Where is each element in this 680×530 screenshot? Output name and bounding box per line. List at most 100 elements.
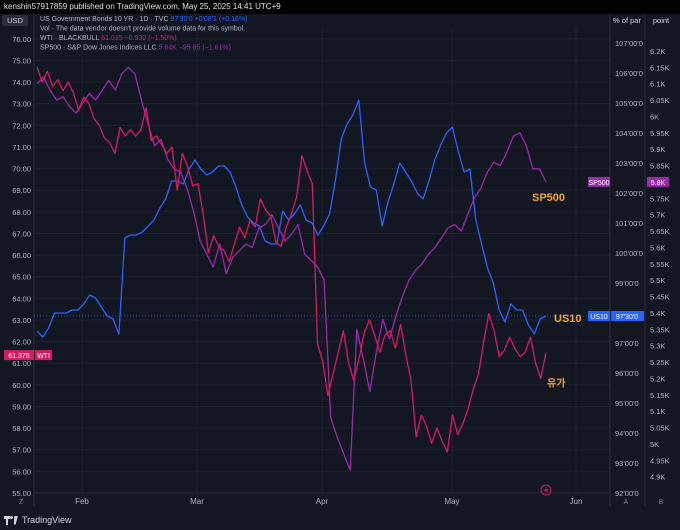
left-tick-label: 69.00 (12, 186, 31, 195)
left-tick-label: 58.00 (12, 424, 31, 433)
left-tick-label: 74.00 (12, 78, 31, 87)
legend[interactable]: US Government Bonds 10 YR · 1D · TVC 97'… (40, 16, 247, 52)
sp500-value-tag (647, 176, 669, 187)
point-tick-label: 6.15K (650, 63, 670, 72)
point-tick-label: 5.95K (650, 129, 670, 138)
pct-tick-label: 107'00'0 (615, 39, 643, 48)
point-tick-label: 4.9K (650, 473, 665, 482)
pct-tick-label: 102'00'0 (615, 189, 643, 198)
legend-name: US Government Bonds 10 YR · 1D · TVC (40, 16, 170, 23)
pct-tick-label: 93'00'0 (615, 459, 639, 468)
time-axis-settings-icon: Z (19, 499, 24, 506)
footer (0, 512, 680, 530)
point-tick-label: 5.5K (650, 276, 665, 285)
us10-value-tag-label: 97'30'0 (616, 314, 638, 321)
axis-frames (0, 14, 646, 512)
wti-name-tag-label: WTI (37, 353, 50, 360)
us10-annotation: US10 (554, 313, 582, 325)
lightning-icon (544, 486, 549, 494)
pct-axis: 107'00'0 106'00'0 105'00'0 104'00'0 103'00'0… (615, 39, 643, 498)
axis-headers[interactable]: USD % of par point (2, 15, 670, 26)
point-tick-label: 5.9K (650, 145, 665, 154)
pct-tick-label: 95'00'0 (615, 399, 639, 408)
point-axis-header: point (653, 16, 670, 25)
point-tick-label: 5.75K (650, 194, 670, 203)
legend-entry[interactable]: WTI · BLACKBULL 61.015 −0.930 (−1.50%) (40, 35, 177, 42)
left-tick-label: 59.00 (12, 402, 31, 411)
pct-tick-label: 103'00'0 (615, 159, 643, 168)
left-tick-label: 71.00 (12, 143, 31, 152)
point-tick-label: 5K (650, 440, 659, 449)
point-tick-label: 6.2K (650, 47, 665, 56)
left-tick-label: 55.00 (12, 489, 31, 498)
left-tick-label: 73.00 (12, 100, 31, 109)
tradingview-logo[interactable]: TradingView (4, 515, 72, 525)
pct-tick-label: 100'00'0 (615, 249, 643, 258)
wti-annotation: 유가 (547, 377, 566, 390)
point-tick-label: 5.1K (650, 407, 665, 416)
point-tick-label: 6K (650, 112, 659, 121)
us10-value-tag (611, 311, 644, 321)
us10-name-tag-label: US10 (590, 314, 608, 321)
left-tick-label: 76.00 (12, 35, 31, 44)
left-tick-label: 61.00 (12, 359, 31, 368)
left-tick-label: 56.00 (12, 467, 31, 476)
left-tick-label: 57.00 (12, 446, 31, 455)
left-tick-label: 72.00 (12, 121, 31, 130)
legend-value: 61.015 −0.930 (−1.50%) (101, 35, 177, 42)
tradingview-brand: TradingView (22, 515, 72, 525)
left-axis: 76.00 75.00 74.00 73.00 72.00 71.00 70.00 69.00… (12, 35, 31, 498)
wti-value-tag-label: 61.375 (8, 353, 30, 360)
legend-entry[interactable]: SP500 · S&P Dow Jones Indices LLC 5.84K … (40, 45, 231, 52)
point-tick-label: 5.55K (650, 260, 670, 269)
series-line-us10[interactable] (36, 99, 547, 338)
left-tick-label: 67.00 (12, 229, 31, 238)
point-tick-label: 5.45K (650, 293, 670, 302)
series-group[interactable] (36, 66, 547, 471)
pct-tick-label: 99'00'0 (615, 279, 639, 288)
misc (540, 484, 552, 496)
chart-background (0, 14, 680, 512)
point-tick-label: 4.95K (650, 456, 670, 465)
event-circle-icon (540, 484, 552, 496)
sp500-value-tag-label: 5.8K (651, 180, 666, 187)
pct-axis-header: % of par (613, 16, 641, 25)
tradingview-mark-icon (4, 515, 18, 525)
left-axis-header: USD (7, 16, 23, 25)
time-tick-label: Apr (316, 497, 329, 506)
point-tick-label: 5.3K (650, 342, 665, 351)
time-tick-label: Feb (75, 497, 89, 506)
left-tick-label: 66.00 (12, 251, 31, 260)
point-tick-label: 5.35K (650, 325, 670, 334)
point-tick-label: 5.05K (650, 424, 670, 433)
point-tick-label: 6.1K (650, 80, 665, 89)
time-axis: Feb Mar Apr May Jun Z A B (19, 497, 664, 506)
series-line-wti[interactable] (36, 66, 547, 453)
pct-tick-label: 101'00'0 (615, 219, 643, 228)
point-tick-label: 5.65K (650, 227, 670, 236)
point-axis: 6.2K 6.15K 6.1K 6.05K 6K 5.95K 5.9K 5.85K 5.8K 5.… (650, 47, 670, 482)
point-tick-label: 5.4K (650, 309, 665, 318)
point-tick-label: 6.05K (650, 96, 670, 105)
pct-tick-label: 94'00'0 (615, 429, 639, 438)
pct-tick-label: 96'00'0 (615, 369, 639, 378)
legend-entry[interactable]: Vol · The data vendor doesn't provide vo… (40, 26, 245, 33)
pct-tick-label: 104'00'0 (615, 129, 643, 138)
time-tick-label: Jun (570, 497, 583, 506)
legend-entry[interactable]: US Government Bonds 10 YR · 1D · TVC 97'… (40, 16, 247, 23)
legend-name: Vol · The data vendor doesn't provide vo… (40, 26, 245, 33)
series-line-sp500[interactable] (36, 66, 547, 471)
time-tick-label: May (444, 497, 459, 506)
left-tick-label: 70.00 (12, 165, 31, 174)
wti-name-tag (35, 350, 52, 361)
left-tick-label: 64.00 (12, 294, 31, 303)
left-axis-column (0, 14, 34, 512)
pct-tick-label: 97'00'0 (615, 339, 639, 348)
wti-value-tag (4, 350, 34, 361)
legend-name: WTI · BLACKBULL (40, 35, 101, 42)
legend-name: SP500 · S&P Dow Jones Indices LLC (40, 45, 159, 52)
left-axis-header-box (2, 15, 28, 26)
left-tick-label: 62.00 (12, 338, 31, 347)
point-tick-label: 5.6K (650, 243, 665, 252)
chart[interactable]: 76.00 75.00 74.00 73.00 72.00 71.00 70.00 69.00… (0, 14, 680, 512)
